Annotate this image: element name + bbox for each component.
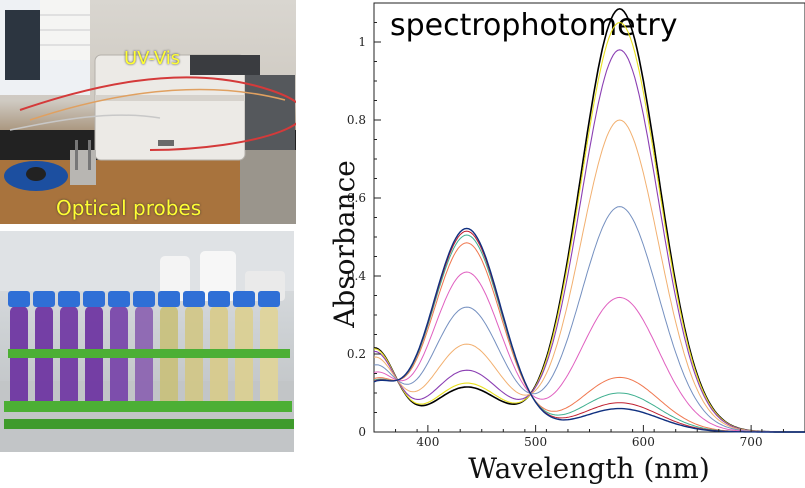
y-axis-label: Absorbance <box>328 160 361 329</box>
y-tick-label-5: 1 <box>358 35 366 49</box>
tubes-photo <box>0 231 294 452</box>
y-tick-label-2: 0.4 <box>347 269 366 283</box>
series-line-6 <box>373 242 805 433</box>
x-tick-label-2: 600 <box>632 435 655 449</box>
y-tick-label-1: 0.2 <box>347 347 366 361</box>
absorbance-chart: 400 500 600 700 0 0.2 0.4 0.6 0.8 1 Wavelength (n… <box>328 2 805 485</box>
series-line-5 <box>373 271 805 433</box>
optical-probes-label: Optical probes <box>56 196 202 220</box>
series-line-2 <box>373 49 805 433</box>
series-line-4 <box>373 206 805 433</box>
uv-vis-label: UV-Vis <box>124 48 181 69</box>
lab-photo-drawing <box>0 0 296 224</box>
y-tick-label-4: 0.8 <box>347 113 366 127</box>
series-line-9 <box>373 227 805 433</box>
y-tick-label-0: 0 <box>358 425 366 439</box>
tubes-photo-drawing <box>0 231 294 452</box>
y-tick-label-3: 0.6 <box>347 191 366 205</box>
series-line-1 <box>373 21 805 433</box>
series-line-3 <box>373 119 805 433</box>
x-axis-label: Wavelength (nm) <box>468 452 710 485</box>
x-tick-label-0: 400 <box>416 435 439 449</box>
lab-photo: UV-Vis Optical probes <box>0 0 296 224</box>
x-tick-label-3: 700 <box>740 435 763 449</box>
x-tick-label-1: 500 <box>524 435 547 449</box>
